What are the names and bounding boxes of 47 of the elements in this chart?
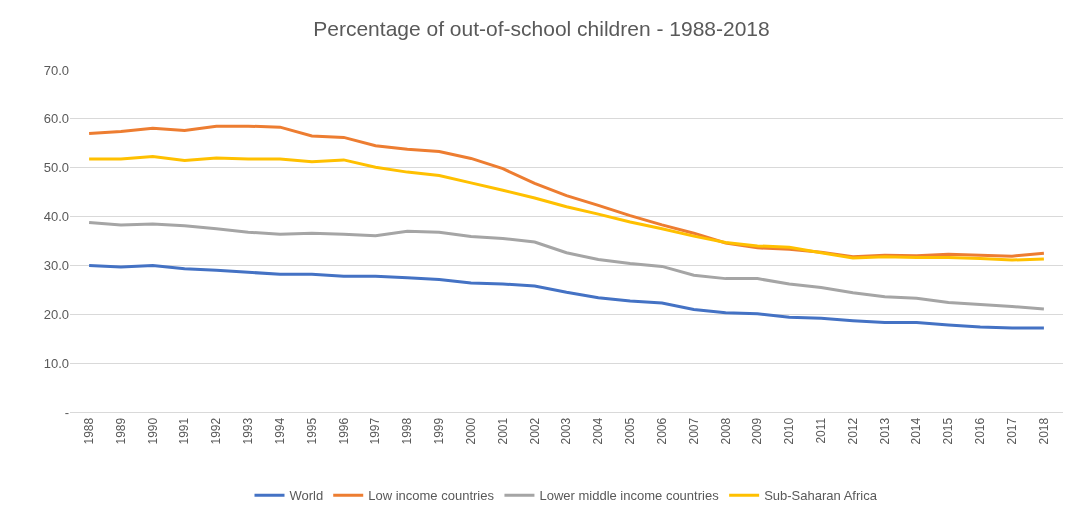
- legend-label: Sub-Saharan Africa: [764, 488, 878, 504]
- x-tick-label: 1999: [432, 417, 447, 445]
- x-tick-label: 1988: [82, 417, 96, 445]
- x-tick-label: 1990: [145, 417, 160, 445]
- chart-title: Percentage of out-of-school children - 1988-2018: [313, 16, 770, 40]
- x-tick-label: 2018: [1036, 417, 1051, 445]
- x-tick-label: 1994: [272, 417, 287, 445]
- x-tick-label: 2003: [559, 417, 574, 445]
- x-tick-label: 1996: [336, 417, 351, 445]
- x-tick-label: 2014: [909, 417, 924, 445]
- y-tick-label: 70.0: [43, 62, 69, 78]
- y-tick-label: 40.0: [43, 209, 69, 225]
- x-tick-label: 2007: [686, 417, 701, 445]
- legend-label: Lower middle income countries: [539, 488, 720, 504]
- x-tick-label: 2001: [495, 417, 510, 445]
- x-tick-label: 2013: [877, 417, 892, 445]
- line-series: [87, 263, 1046, 330]
- y-tick-label: 20.0: [43, 306, 69, 322]
- y-tick-label: 30.0: [43, 257, 69, 273]
- x-tick-label: 2010: [782, 417, 797, 445]
- y-tick-label: 60.0: [43, 111, 69, 127]
- x-tick-label: 2008: [718, 417, 733, 445]
- x-tick-label: 2006: [654, 417, 669, 445]
- x-tick-label: 2015: [941, 417, 956, 445]
- x-tick-label: 2011: [814, 417, 829, 444]
- x-tick-label: 1991: [177, 417, 192, 445]
- x-tick-label: 2016: [973, 417, 988, 445]
- legend-label: Low income countries: [368, 488, 495, 504]
- x-tick-label: 2002: [527, 417, 542, 445]
- line-series: [87, 220, 1046, 311]
- x-tick-label: 1989: [113, 417, 128, 445]
- line-series: [87, 154, 1046, 262]
- y-tick-label: 10.0: [43, 355, 69, 371]
- x-tick-label: 2017: [1004, 417, 1019, 445]
- x-tick-label: 1998: [400, 417, 415, 445]
- x-tick-label: 1995: [304, 417, 319, 445]
- x-tick-label: 2009: [750, 417, 765, 445]
- y-tick-label: -: [64, 404, 69, 420]
- x-tick-label: 1997: [368, 417, 383, 445]
- x-tick-label: 2004: [591, 417, 606, 445]
- x-tick-label: 1992: [209, 417, 224, 445]
- x-tick-label: 1993: [241, 417, 256, 445]
- x-tick-label: 2000: [463, 417, 478, 445]
- x-tick-label: 2012: [845, 417, 860, 445]
- y-tick-label: 50.0: [43, 160, 69, 176]
- x-tick-label: 2005: [623, 417, 638, 445]
- legend-label: World: [289, 488, 324, 504]
